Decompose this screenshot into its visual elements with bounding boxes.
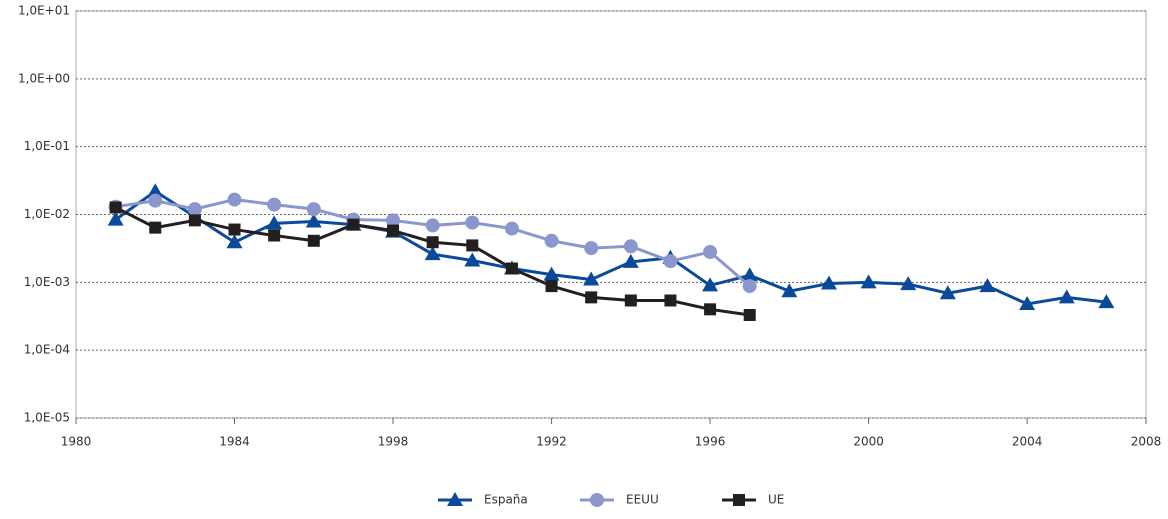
y-tick-label: 1,0E+01 [18,4,70,18]
y-tick-label: 1,0E+00 [18,71,70,85]
data-point [584,241,599,256]
legend-label: España [484,493,528,507]
x-tick-label: 2004 [1012,435,1043,449]
data-point [109,201,122,214]
data-point [268,229,281,242]
x-tick-label: 1992 [536,435,567,449]
data-point [424,246,441,261]
x-tick-label: 1984 [219,435,250,449]
data-point [741,267,758,282]
data-point [544,233,559,248]
data-point [187,202,202,217]
data-point [147,183,164,198]
x-tick-label: 1996 [695,435,726,449]
legend-marker [447,492,463,506]
data-point [307,234,320,247]
data-point [228,223,241,236]
legend-marker [590,493,604,507]
data-point [622,253,639,268]
x-tick-label: 1998 [378,435,409,449]
data-point [267,197,282,212]
data-point [226,234,243,249]
data-point [939,285,956,300]
y-tick-label: 1,0E-02 [24,207,70,221]
data-point [464,252,481,267]
y-tick-label: 1,0E-04 [24,343,70,357]
data-point [227,192,242,207]
data-point [148,193,163,208]
data-point [306,202,321,217]
data-point [702,277,719,292]
data-point [426,236,439,249]
data-point [704,303,717,316]
data-point [860,274,877,289]
data-point [386,213,401,228]
data-point [820,275,837,290]
data-point [505,262,518,275]
data-point [305,213,322,228]
data-point [664,294,677,307]
series-line [114,189,1107,306]
data-point [1058,289,1075,304]
y-tick-label: 1,0E-01 [24,139,70,153]
x-tick-label: 2008 [1131,435,1162,449]
data-point [743,308,756,321]
data-point [465,215,480,230]
legend-marker [733,494,745,506]
data-point [545,280,558,293]
data-point [900,276,917,291]
y-tick-label: 1,0E-05 [24,411,70,425]
data-point [188,214,201,227]
data-point [543,266,560,281]
data-point [387,224,400,237]
data-point [623,239,638,254]
data-point [425,218,440,233]
data-point [266,215,283,230]
data-point [107,211,124,226]
data-point [585,291,598,304]
data-point [781,283,798,298]
data-point [504,221,519,236]
data-point [466,239,479,252]
data-point [1019,295,1036,310]
data-point [979,278,996,293]
data-point [1098,294,1115,309]
data-point [703,245,718,260]
data-point [583,271,600,286]
legend-label: UE [768,493,784,507]
data-point [663,254,678,269]
data-point [742,279,757,294]
legend-label: EEUU [626,493,659,507]
y-tick-label: 1,0E-03 [24,275,70,289]
x-tick-label: 1980 [61,435,92,449]
data-point [624,294,637,307]
data-point [347,218,360,231]
data-point [149,221,162,234]
x-tick-label: 2000 [853,435,884,449]
